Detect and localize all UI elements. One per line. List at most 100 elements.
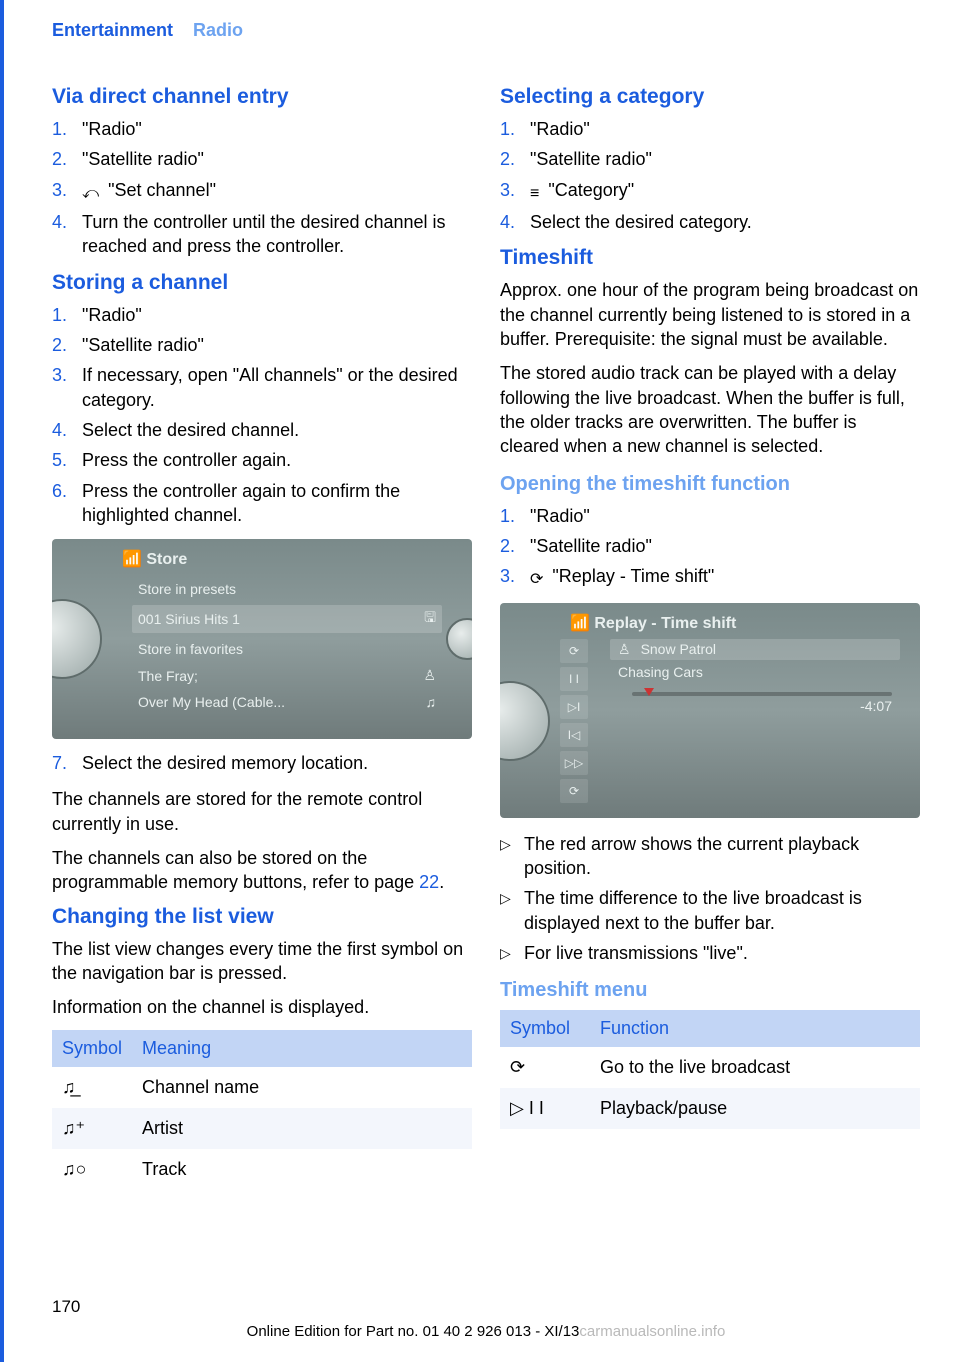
right-column: Selecting a category "Radio" "Satellite …	[500, 81, 920, 1198]
symbol-cell: ♫○	[52, 1149, 132, 1190]
step-text: "Satellite radio"	[530, 149, 652, 169]
page-header: Entertainment Radio	[52, 20, 920, 41]
step: "Radio"	[500, 117, 920, 141]
table-row: ♫̲ Channel name	[52, 1067, 472, 1108]
idrive-side-knob-icon	[446, 618, 472, 660]
step-text: "Satellite radio"	[82, 335, 204, 355]
line-text: Store in favorites	[138, 641, 243, 657]
heading-selecting: Selecting a category	[500, 85, 920, 109]
table-row: ♫⁺ Artist	[52, 1108, 472, 1149]
meaning-cell: Artist	[132, 1108, 472, 1149]
step: Select the desired category.	[500, 210, 920, 234]
table-header-row: Symbol Function	[500, 1010, 920, 1047]
step-text: "Replay - Time shift"	[547, 566, 714, 586]
category-icon: ≡	[530, 183, 543, 205]
step: "Radio"	[52, 303, 472, 327]
pause-icon: I I	[560, 667, 588, 691]
line-text: Store in presets	[138, 581, 236, 597]
timeshift-icon-column: ⟳ I I ▷I I◁ ▷▷ ⟳	[560, 639, 588, 803]
list-item: The red arrow shows the current playback…	[500, 832, 920, 881]
step: "Satellite radio"	[52, 333, 472, 357]
symbol-cell: ⟳	[500, 1047, 590, 1088]
screenshot-line: Over My Head (Cable...♫	[132, 692, 442, 712]
step-text: "Radio"	[82, 119, 142, 139]
steps-via-direct: "Radio" "Satellite radio" ⤺ "Set channel…	[52, 117, 472, 259]
heading-timeshift: Timeshift	[500, 246, 920, 270]
artist-row: ♙ Snow Patrol	[610, 639, 900, 660]
step-text: Select the desired memory location.	[82, 753, 368, 773]
step-text: "Radio"	[82, 305, 142, 325]
signal-icon: 📶	[122, 551, 146, 568]
heading-changing: Changing the list view	[52, 905, 472, 929]
step-text: Press the controller again.	[82, 450, 291, 470]
symbol-cell: ▷ I I	[500, 1088, 590, 1129]
heading-via-direct: Via direct channel entry	[52, 85, 472, 109]
channel-icon: ⤺	[82, 183, 103, 205]
symbol-cell: ♫⁺	[52, 1108, 132, 1149]
fwd-icon: ▷▷	[560, 751, 588, 775]
screenshot-line: The Fray;♙	[132, 665, 442, 686]
watermark: carmanualsonline.info	[579, 1323, 725, 1340]
header-section: Entertainment	[52, 20, 173, 41]
title-text: Store	[146, 551, 187, 568]
replay-icon: ⟳	[530, 569, 547, 591]
para: Approx. one hour of the program being br…	[500, 278, 920, 351]
steps-storing-b: Select the desired memory location.	[52, 751, 472, 775]
symbol-meaning-table: Symbol Meaning ♫̲ Channel name ♫⁺ Artist…	[52, 1030, 472, 1190]
time-diff: -4:07	[610, 696, 900, 714]
track-icon: ♫○	[62, 1159, 86, 1179]
step-text: "Radio"	[530, 506, 590, 526]
steps-selecting: "Radio" "Satellite radio" ≡ "Category" S…	[500, 117, 920, 234]
step: Press the controller again to confirm th…	[52, 479, 472, 528]
step-text: If necessary, open "All channels" or the…	[82, 365, 458, 409]
prev-icon: I◁	[560, 723, 588, 747]
step-text: Select the desired channel.	[82, 420, 299, 440]
step: ⟳ "Replay - Time shift"	[500, 564, 920, 591]
note-text: For live transmissions "live".	[524, 943, 748, 963]
note-text: The time difference to the live broadcas…	[524, 888, 862, 932]
steps-storing-a: "Radio" "Satellite radio" If necessary, …	[52, 303, 472, 527]
function-cell: Playback/pause	[590, 1088, 920, 1129]
screenshot-line: 001 Sirius Hits 1🖫	[132, 605, 442, 633]
step: Select the desired memory location.	[52, 751, 472, 775]
step-text: "Satellite radio"	[530, 536, 652, 556]
step-text: "Satellite radio"	[82, 149, 204, 169]
artist-icon: ♙	[423, 667, 436, 684]
step: "Radio"	[500, 504, 920, 528]
para: The list view changes every time the fir…	[52, 937, 472, 986]
next-icon: ▷I	[560, 695, 588, 719]
note-text: The red arrow shows the current playback…	[524, 834, 859, 878]
th-symbol: Symbol	[52, 1030, 132, 1067]
step-text: "Radio"	[530, 119, 590, 139]
timeshift-notes: The red arrow shows the current playback…	[500, 832, 920, 965]
footer-line: Online Edition for Part no. 01 40 2 926 …	[52, 1323, 920, 1340]
artist-icon: ♙	[618, 641, 631, 658]
step-text: Select the desired category.	[530, 212, 752, 232]
step-text: "Category"	[543, 180, 634, 200]
content-columns: Via direct channel entry "Radio" "Satell…	[52, 81, 920, 1198]
th-symbol: Symbol	[500, 1010, 590, 1047]
playback-position-icon	[644, 688, 654, 696]
play-pause-icon: ▷ I I	[510, 1098, 544, 1118]
step: If necessary, open "All channels" or the…	[52, 363, 472, 412]
symbol-function-table: Symbol Function ⟳ Go to the live broadca…	[500, 1010, 920, 1129]
screenshot-line: Store in presets	[132, 579, 442, 599]
th-function: Function	[590, 1010, 920, 1047]
table-row: ♫○ Track	[52, 1149, 472, 1190]
channel-name-icon: ♫̲	[62, 1077, 76, 1097]
step: ⤺ "Set channel"	[52, 178, 472, 205]
step-text: Turn the controller until the desired ch…	[82, 212, 446, 256]
signal-icon: 📶	[570, 615, 594, 632]
page-ref[interactable]: 22	[419, 872, 439, 892]
meaning-cell: Channel name	[132, 1067, 472, 1108]
function-cell: Go to the live broadcast	[590, 1047, 920, 1088]
line-text: 001 Sirius Hits 1	[138, 611, 240, 627]
table-row: ⟳ Go to the live broadcast	[500, 1047, 920, 1088]
step-text: Press the controller again to confirm th…	[82, 481, 400, 525]
track-row: Chasing Cars	[610, 660, 900, 684]
page-number: 170	[52, 1297, 920, 1317]
heading-opening: Opening the timeshift function	[500, 473, 920, 496]
store-screenshot: 📶 Store Store in presets 001 Sirius Hits…	[52, 539, 472, 739]
heading-storing: Storing a channel	[52, 271, 472, 295]
screenshot-title: 📶 Store	[122, 549, 187, 569]
